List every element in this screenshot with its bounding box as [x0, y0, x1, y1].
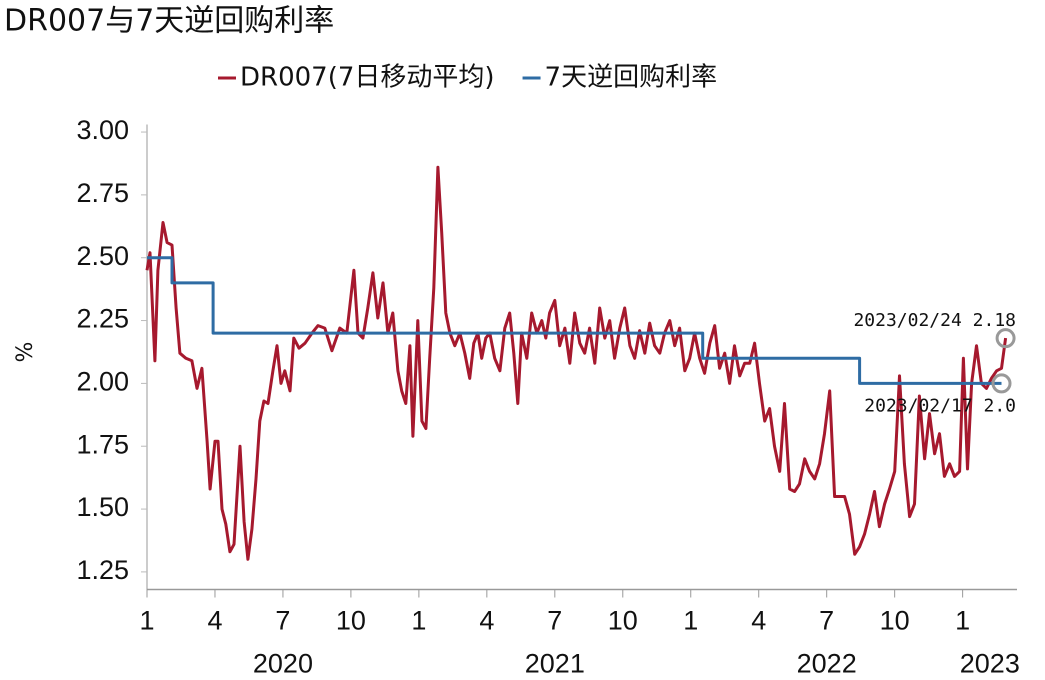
x-tick-label: 10 — [880, 606, 910, 636]
x-group-label: 2023 — [960, 649, 1020, 679]
x-tick-label: 4 — [207, 606, 222, 636]
x-group-label: 2021 — [525, 649, 585, 679]
x-tick-label: 1 — [139, 606, 154, 636]
x-tick-label: 1 — [955, 606, 970, 636]
y-axis-label: % — [13, 342, 38, 363]
y-tick-label: 2.25 — [76, 304, 129, 334]
x-tick-label: 1 — [683, 606, 698, 636]
y-tick-label: 2.00 — [76, 367, 129, 397]
x-tick-label: 4 — [479, 606, 494, 636]
x-tick-label: 4 — [751, 606, 766, 636]
x-tick-label: 10 — [336, 606, 366, 636]
y-tick-label: 1.75 — [76, 429, 129, 459]
x-tick-label: 7 — [275, 606, 290, 636]
annotation-label: 2023/02/17 2.0 — [864, 395, 1016, 416]
y-tick-label: 1.25 — [76, 555, 129, 585]
x-tick-label: 1 — [411, 606, 426, 636]
legend-label: DR007(7日移动平均) — [240, 63, 495, 93]
y-tick-label: 2.50 — [76, 241, 129, 271]
series-line — [145, 165, 1008, 561]
x-tick-label: 10 — [608, 606, 638, 636]
annotation-label: 2023/02/24 2.18 — [853, 310, 1016, 331]
y-tick-label: 1.50 — [76, 492, 129, 522]
series-line — [147, 256, 1002, 385]
x-tick-label: 7 — [819, 606, 834, 636]
annotation-marker — [995, 328, 1016, 349]
legend-label: 7天逆回购利率 — [545, 63, 718, 93]
x-group-label: 2022 — [797, 649, 857, 679]
annotation-marker — [991, 373, 1012, 394]
y-tick-label: 3.00 — [76, 115, 129, 145]
y-tick-label: 2.75 — [76, 178, 129, 208]
chart-title: DR007与7天逆回购利率 — [4, 4, 334, 39]
x-tick-label: 7 — [547, 606, 562, 636]
x-group-label: 2020 — [253, 649, 313, 679]
